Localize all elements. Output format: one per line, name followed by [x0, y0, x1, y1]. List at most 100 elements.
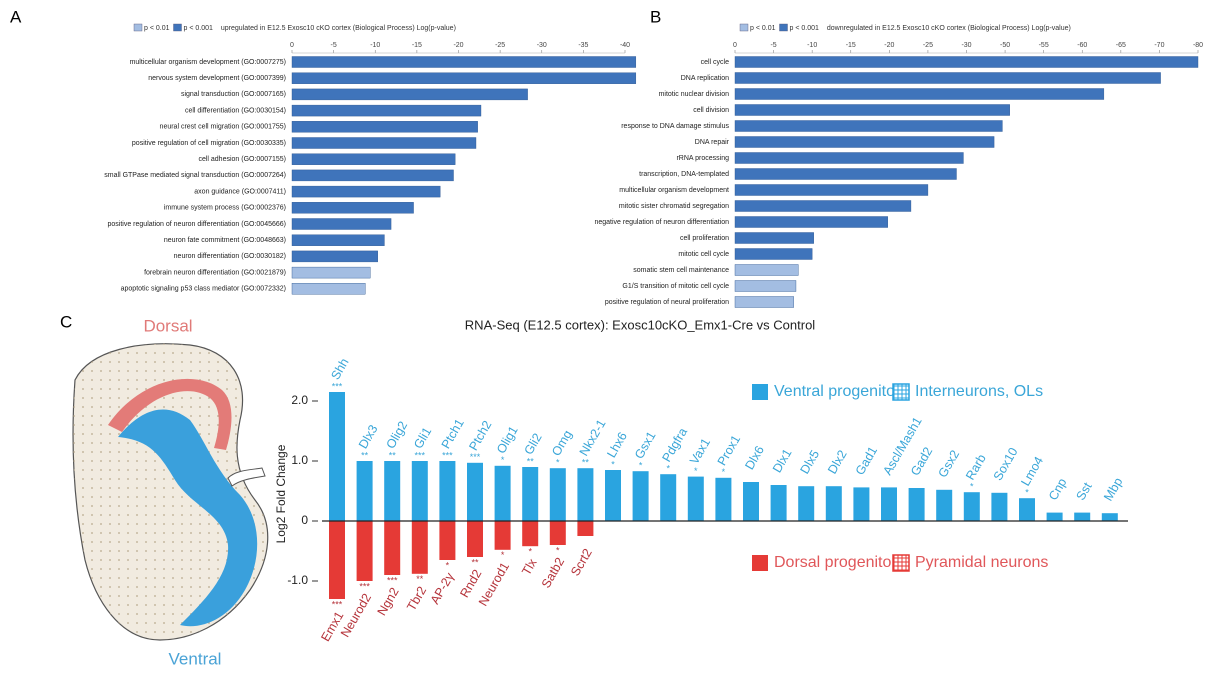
y-tick-label: 2.0 [291, 393, 308, 407]
bar [881, 487, 897, 521]
bar [633, 471, 649, 521]
bar [439, 461, 455, 521]
category-label: DNA replication [681, 75, 729, 82]
category-label: neuron fate commitment (GO:0048663) [164, 237, 286, 244]
bar [292, 105, 481, 116]
bar [292, 170, 454, 181]
gene-label: Olig1 [494, 424, 521, 456]
bar [384, 521, 400, 575]
bar [735, 169, 956, 180]
gene-label: Gsx2 [936, 448, 963, 480]
category-label: small GTPase mediated signal transductio… [104, 172, 286, 179]
gene-label: Tlx [519, 556, 540, 578]
bar [735, 137, 994, 148]
significance-stars: * [528, 547, 532, 557]
bar [688, 477, 704, 521]
bar [292, 186, 440, 197]
gene-label: Vax1 [687, 436, 713, 467]
significance-stars: *** [332, 381, 343, 391]
significance-stars: * [1025, 488, 1029, 498]
significance-stars: * [666, 464, 670, 474]
bar [292, 267, 370, 278]
x-tick-label: -15 [412, 42, 422, 49]
legend-swatch [780, 24, 788, 31]
x-tick-label: -10 [370, 42, 380, 49]
bar [798, 486, 814, 521]
category-label: negative regulation of neuron differenti… [594, 219, 729, 226]
category-label: multicellular organism development (GO:0… [130, 59, 286, 66]
bar [577, 468, 593, 521]
x-tick-label: -40 [620, 42, 630, 49]
bar [357, 461, 373, 521]
bar [292, 138, 476, 149]
chart-title: RNA-Seq (E12.5 cortex): Exosc10cKO_Emx1-… [465, 317, 816, 332]
significance-stars: * [611, 459, 615, 469]
category-label: axon guidance (GO:0007411) [194, 188, 286, 195]
significance-stars: *** [415, 450, 426, 460]
bar [605, 470, 621, 521]
bar [1019, 498, 1035, 521]
x-tick-label: -20 [453, 42, 463, 49]
x-tick-label: -10 [807, 42, 817, 49]
category-label: forebrain neuron differentiation (GO:002… [144, 269, 286, 276]
legend-label: p < 0.001 [184, 25, 213, 32]
category-label: G1/S transition of mitotic cell cycle [622, 283, 729, 290]
significance-stars: * [556, 458, 560, 468]
panel-label: C [60, 312, 72, 331]
significance-stars: *** [359, 581, 370, 591]
significance-stars: * [970, 482, 974, 492]
x-tick-label: -35 [578, 42, 588, 49]
category-label: transcription, DNA-templated [639, 171, 729, 178]
legend-swatch [174, 24, 182, 31]
gene-label: Gli1 [411, 425, 434, 451]
bar [660, 474, 676, 521]
gene-label: AP-2γ [428, 570, 458, 607]
gene-label: Gsx1 [632, 429, 659, 461]
bar [495, 521, 511, 550]
category-label: somatic stem cell maintenance [633, 267, 729, 274]
bar [735, 89, 1104, 100]
legend-label: Interneurons, OLs [915, 383, 1043, 400]
bar [936, 490, 952, 521]
bar [771, 485, 787, 521]
legend-label: Ventral progenitors [774, 383, 908, 400]
bar [577, 521, 593, 536]
category-label: apoptotic signaling p53 class mediator (… [121, 286, 286, 293]
bar [412, 461, 428, 521]
bar [964, 492, 980, 521]
gene-label: Dlx3 [356, 422, 381, 451]
significance-stars: * [722, 467, 726, 477]
bar [735, 217, 888, 228]
bar [735, 185, 928, 196]
gene-label: Lhx6 [604, 430, 630, 461]
bar [522, 521, 538, 546]
bar [1047, 513, 1063, 521]
x-tick-label: -30 [537, 42, 547, 49]
legend-label: p < 0.01 [750, 25, 776, 32]
significance-stars: *** [387, 575, 398, 585]
bar [735, 233, 814, 244]
bar [329, 521, 345, 599]
category-label: cell cycle [701, 59, 730, 66]
bar [715, 478, 731, 521]
significance-stars: * [501, 550, 505, 560]
x-tick-label: -80 [1193, 42, 1203, 49]
bar [853, 487, 869, 521]
category-label: DNA repair [695, 139, 730, 146]
significance-stars: * [639, 461, 643, 471]
gene-label: Omg [549, 428, 575, 459]
gene-label: Gli2 [522, 431, 545, 457]
legend-label: p < 0.01 [144, 25, 170, 32]
legend-label: Dorsal progenitors [774, 554, 905, 571]
category-label: nervous system development (GO:0007399) [148, 75, 286, 82]
x-tick-label: -50 [1000, 42, 1010, 49]
gene-label: Pdgfra [660, 425, 691, 464]
x-tick-label: -25 [495, 42, 505, 49]
bar [495, 466, 511, 521]
bar [439, 521, 455, 560]
gene-label: Gad1 [853, 444, 880, 478]
bar [329, 392, 345, 521]
figure: A B C Dorsal Ventral p < 0.01p < 0.001up… [0, 0, 1213, 671]
bar [412, 521, 428, 574]
bar [292, 121, 478, 132]
